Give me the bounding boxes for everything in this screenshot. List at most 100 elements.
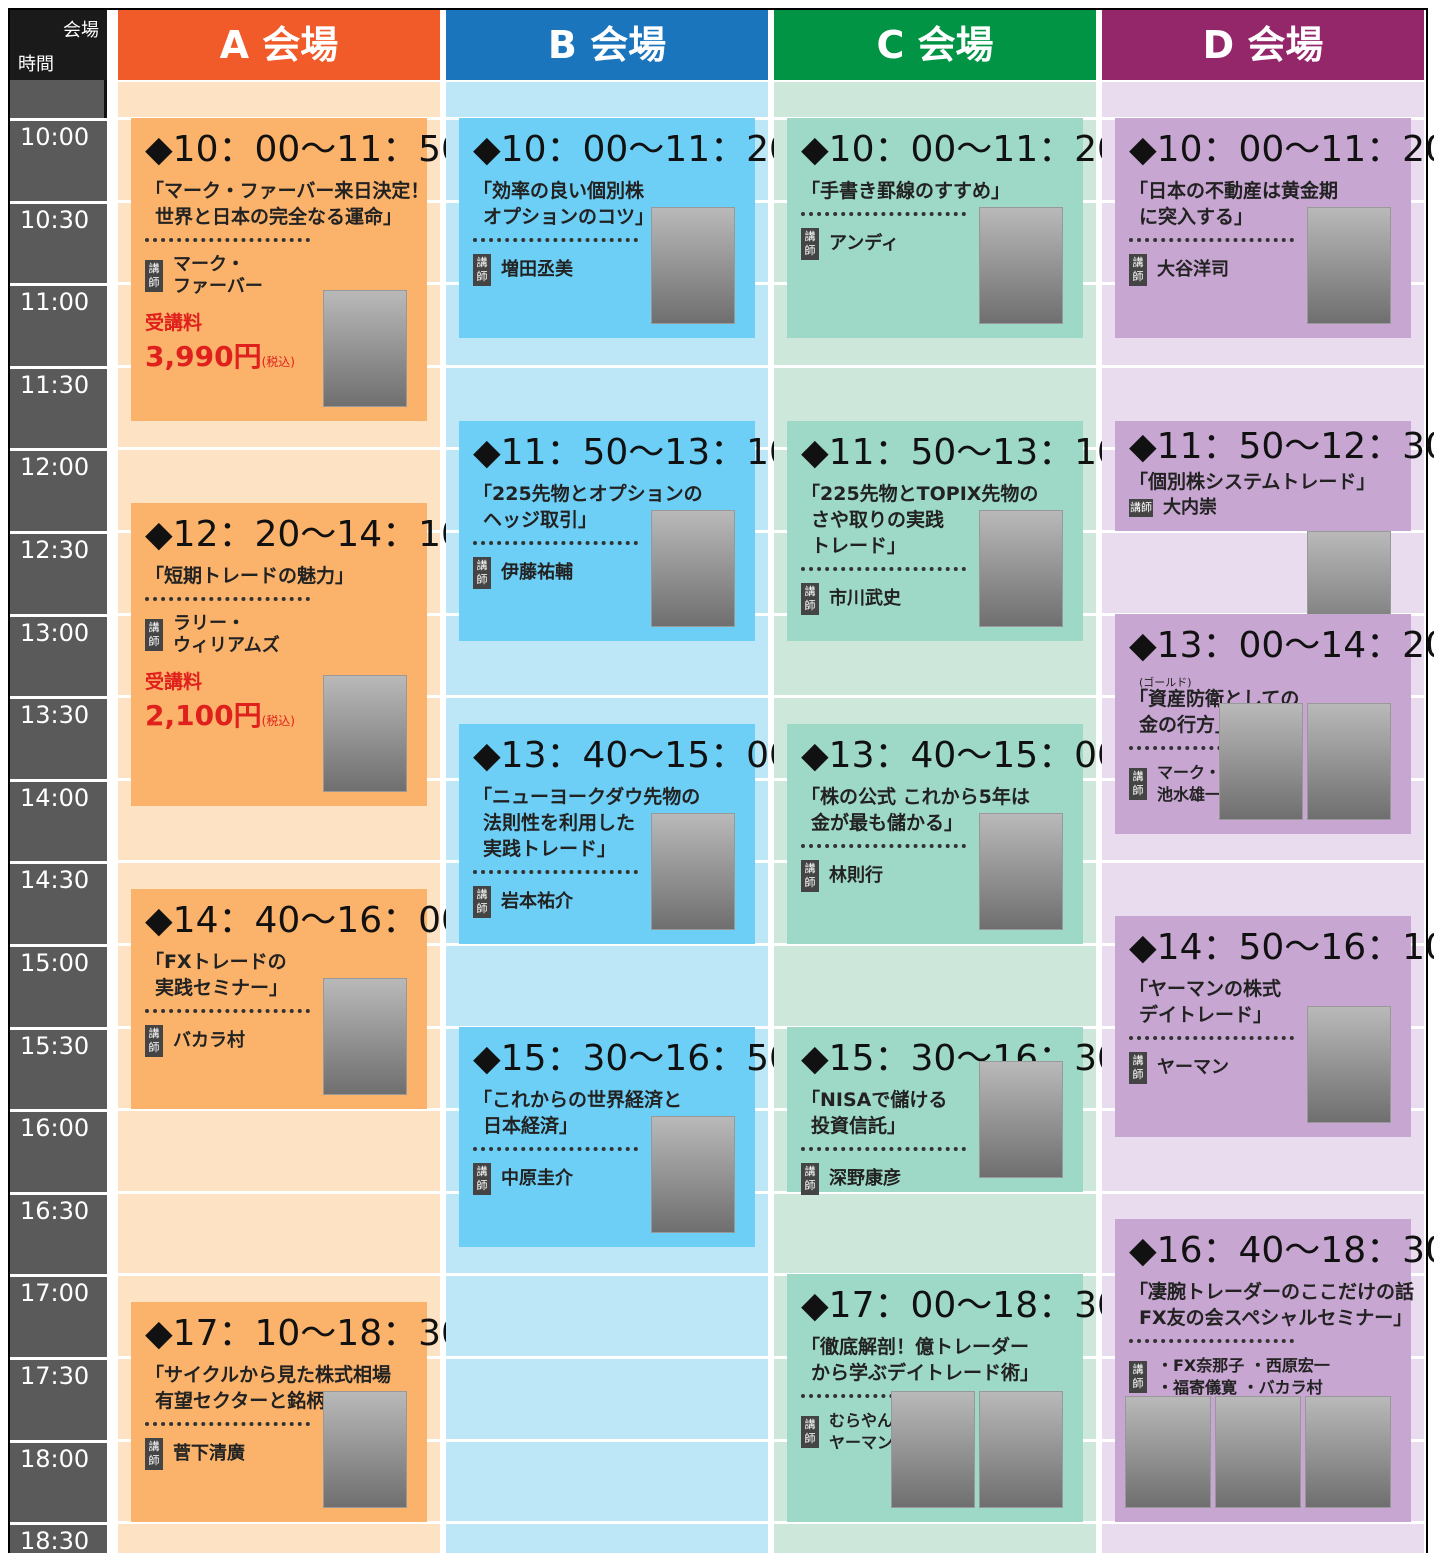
lecturer-badge: 講師: [801, 859, 819, 892]
speaker-photo: [1307, 1005, 1391, 1123]
speaker-names: 大谷洋司: [1157, 259, 1229, 281]
venue-label: 会場: [63, 20, 99, 41]
row-line: [774, 943, 1096, 946]
session-time: ◆17：10〜18：30: [145, 1312, 464, 1354]
lecturer-badge: 講師: [801, 1416, 819, 1449]
corner: 会場 時間: [10, 10, 107, 80]
session-card: ◆12：20〜14：10 「短期トレードの魅力」 講師 ラリー・ ウィリアムズ 受講料 2,…: [131, 503, 464, 807]
time-slot: 16:30: [10, 1191, 107, 1275]
lecturer-badge: 講師: [145, 260, 163, 292]
photos: [1219, 702, 1391, 820]
speaker-name: 大谷洋司: [1157, 259, 1229, 280]
session-card: ◆15：30〜16：30 「NISAで儲ける 投資信託」 講師 深野康彦: [787, 1026, 1120, 1195]
lecturer-badge: 講師: [473, 556, 491, 589]
lecturer-row: 講師 大内崇: [1129, 497, 1397, 519]
lecturer-badge: 講師: [145, 619, 163, 652]
speaker-names: ・FX奈那子 ・西原宏一 ・福寄儀寛 ・バカラ村: [1157, 1355, 1330, 1399]
lecturer-row: 講師 深野康彦: [801, 1162, 1069, 1195]
photos: [979, 510, 1063, 628]
session-title: 実践トレード」: [483, 837, 617, 860]
session-title: に突入する」: [1139, 206, 1254, 228]
dotted-rule: [145, 597, 310, 602]
photos: [323, 289, 407, 407]
session-card: ◆16：40〜18：30 「凄腕トレーダーのここだけの話 FX友の会スペシャルセミナ…: [1115, 1219, 1434, 1523]
row-line: [118, 1273, 440, 1277]
speaker-names: マーク・ ファーバー: [173, 254, 263, 298]
lecturer-row: 講師 ラリー・ ウィリアムズ: [145, 613, 413, 657]
dotted-rule: [1129, 1339, 1294, 1344]
photos: [651, 207, 735, 325]
dotted-rule: [1129, 238, 1294, 242]
speaker-photo: [651, 1115, 735, 1233]
session-title: 「個別株システムトレード」: [1129, 470, 1376, 493]
lecturer-row: 講師 市川武史: [801, 582, 1069, 615]
lecturer-row: 講師 増田丞美: [473, 254, 741, 286]
lecturer-badge: 講師: [1129, 498, 1153, 517]
speaker-photo: [1307, 207, 1391, 325]
photos: [323, 675, 407, 793]
session-time: ◆13：00〜14：20: [1129, 624, 1434, 666]
dotted-rule: [1129, 1036, 1294, 1041]
dotted-rule: [801, 1394, 966, 1399]
fee-tax: (税込): [261, 714, 295, 729]
dotted-rule: [1129, 745, 1294, 750]
speaker-name: 増田丞美: [501, 259, 573, 280]
session-card: ◆10：00〜11：20 「手書き罫線のすすめ」 講師 アンディ: [787, 118, 1120, 339]
speaker-names: 増田丞美: [501, 259, 573, 281]
venue-header: D 会場: [1102, 10, 1424, 80]
speaker-name: 池水雄一: [1157, 784, 1222, 804]
dotted-rule: [145, 238, 310, 242]
session-title: 「225先物とオプションの: [473, 482, 703, 505]
session-card: ◆13：40〜15：00 「株の公式 これから5年は 金が最も儲かる」 講師 林則行: [787, 723, 1120, 944]
lecturer-badge: 講師: [145, 1024, 163, 1057]
session-title: 「マーク・ファーバー来日決定！: [145, 180, 430, 202]
time-slot: 17:30: [10, 1357, 107, 1440]
speaker-names: 伊藤祐輔: [501, 562, 573, 584]
time-slot: 12:00: [10, 448, 107, 531]
lecturer-badge: 講師: [145, 1437, 163, 1470]
speaker-photo: [979, 1060, 1063, 1178]
lecturer-row: 講師 菅下清廣: [145, 1437, 413, 1470]
session-card: ◆11：50〜12：30 「個別株システムトレード」 講師 大内崇: [1115, 420, 1434, 648]
lecturer-row: 講師 ヤーマン: [1129, 1052, 1397, 1085]
row-line: [774, 364, 1096, 368]
photos: [651, 812, 735, 930]
speaker-photo: [979, 207, 1063, 325]
session-time: ◆10：00〜11：20: [801, 129, 1120, 170]
session-title: から学ぶデイトレード術」: [811, 1362, 1040, 1385]
row-line: [1102, 1190, 1424, 1194]
speaker-name: ラリー・: [173, 613, 245, 635]
lecturer-badge: 講師: [1129, 1052, 1147, 1085]
row-line: [446, 364, 768, 368]
session-time: ◆10：00〜11：20: [1129, 129, 1434, 170]
speaker-name: アンディ: [829, 233, 900, 254]
session-title: 「凄腕トレーダーのここだけの話: [1129, 1281, 1415, 1304]
speaker-photo: [323, 675, 407, 793]
time-slot: 14:00: [10, 778, 107, 862]
frame: [8, 8, 1428, 1553]
speaker-names: ヤーマン: [1157, 1057, 1229, 1079]
speaker-names: 中原圭介: [501, 1168, 573, 1190]
speaker-photo: [323, 978, 407, 1096]
photos: [1307, 207, 1391, 325]
photos: [1125, 1396, 1391, 1509]
speaker-names: アンディ: [829, 233, 899, 255]
speaker-name: ウィリアムズ: [173, 635, 280, 657]
time-slot: 10:00: [10, 118, 107, 201]
session-title: 法則性を利用した: [483, 811, 636, 834]
row-line: [118, 1108, 440, 1112]
session-title: 「株の公式 これから5年は: [801, 785, 1030, 808]
speaker-photo: [323, 289, 407, 407]
session-title: 「これからの世界経済と: [473, 1088, 683, 1111]
photos: [323, 978, 407, 1096]
time-slot: 18:30: [10, 1522, 107, 1555]
speaker-name: 市川武史: [829, 587, 901, 609]
session-title: 金が最も儲かる」: [811, 811, 964, 834]
lecturer-badge: 講師: [801, 228, 819, 260]
row-line: [446, 1438, 768, 1442]
session-title: 「FXトレードの: [145, 950, 287, 973]
time-slot: 18:00: [10, 1439, 107, 1523]
session-card: ◆14：40〜16：00 「FXトレードの 実践セミナー」 講師 バカラ村: [131, 888, 464, 1110]
speaker-photo: [891, 1391, 975, 1509]
row-line: [1102, 364, 1424, 368]
